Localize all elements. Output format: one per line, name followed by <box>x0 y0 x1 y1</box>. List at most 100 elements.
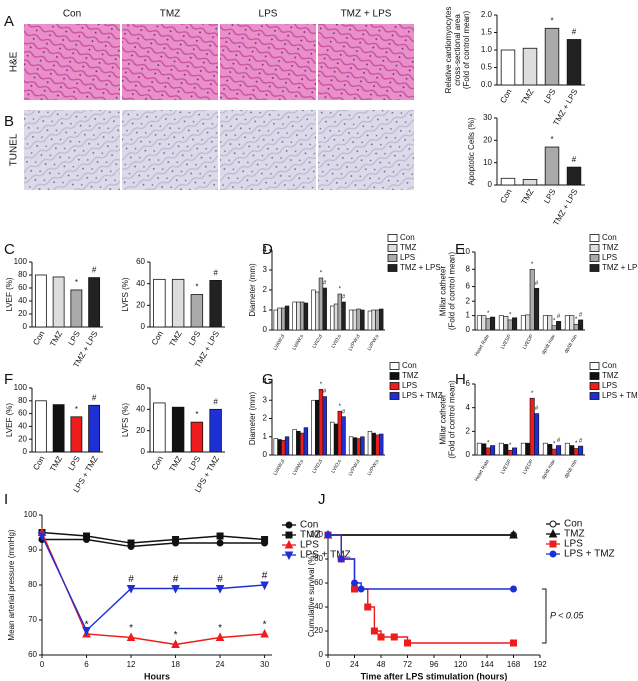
legend-swatch <box>389 392 400 400</box>
significance-mark: # <box>579 312 583 318</box>
marker <box>215 632 225 641</box>
bar <box>367 430 373 456</box>
y-axis-label: Millar catheter <box>439 266 448 317</box>
y-tick-label: 0 <box>141 447 146 456</box>
y-tick-label: 0 <box>466 325 471 334</box>
x-tick-label: LVID;d <box>311 333 324 349</box>
significance-mark: * <box>553 318 556 324</box>
marker <box>260 581 269 591</box>
row-label: H&E <box>9 51 20 72</box>
legend-swatch <box>589 362 600 370</box>
panel-label: H <box>455 371 466 388</box>
y-tick-label: 0 <box>141 322 146 331</box>
x-tick-label: LVPW;s <box>366 333 380 352</box>
marker <box>216 532 224 540</box>
significance-mark: # <box>557 438 561 444</box>
legend-label: TMZ <box>402 371 419 380</box>
bar <box>322 287 327 331</box>
legend-swatch <box>589 264 600 272</box>
y-tick-label: 60 <box>18 283 27 292</box>
y-tick-label: 40 <box>18 296 27 305</box>
y-tick-label: 4 <box>263 245 268 254</box>
marker <box>215 585 225 594</box>
annotation: P < 0.05 <box>550 610 584 620</box>
x-tick-label: TMZ <box>520 187 536 206</box>
legend-swatch <box>387 244 398 252</box>
bar <box>360 436 365 456</box>
legend-marker <box>549 550 557 558</box>
y-tick-label: 60 <box>28 650 37 659</box>
y-tick-label: 70 <box>28 615 37 624</box>
y-tick-label: 2 <box>263 414 268 423</box>
y-tick-label: 10 <box>483 158 492 167</box>
panel-label: J <box>318 491 326 508</box>
x-tick-label: Heart Rate <box>474 333 491 357</box>
y-tick-label: 20 <box>136 300 145 309</box>
x-tick-label: LVPW;d <box>347 458 361 477</box>
legend-label: LPS + TMZ <box>602 391 638 400</box>
legend-label: Con <box>602 361 617 370</box>
significance-mark: * <box>320 271 323 277</box>
y-tick-label: 2 <box>466 426 471 435</box>
y-tick-label: 80 <box>314 554 323 563</box>
legend-label: LPS <box>402 381 417 390</box>
x-tick-label: Con <box>31 330 46 347</box>
significance-mark: # <box>92 393 97 402</box>
x-tick-label: 12 <box>127 660 136 669</box>
significance-mark: * <box>174 630 178 641</box>
y-tick-label: 3 <box>263 395 268 404</box>
y-tick-label: 8 <box>466 264 471 273</box>
bar <box>337 410 342 456</box>
significance-mark: # <box>213 269 218 278</box>
y-tick-label: 100 <box>14 383 28 392</box>
marker <box>370 627 378 635</box>
significance-mark: * <box>75 278 78 287</box>
bar <box>512 447 518 456</box>
legend-swatch <box>589 372 600 380</box>
bar <box>277 439 282 456</box>
y-axis-label: (Fold of control mean) <box>462 11 471 90</box>
y-tick-label: 20 <box>483 135 492 144</box>
y-tick-label: 1.5 <box>481 28 493 37</box>
significance-mark: * <box>195 410 198 419</box>
significance-mark: * <box>550 135 553 144</box>
significance-mark: * <box>509 312 512 318</box>
y-axis-label: Apoptotic Cells (%) <box>467 117 476 185</box>
image <box>220 110 316 190</box>
significance-mark: * <box>550 16 553 25</box>
y-axis-label: (Fold of control mean) <box>448 252 457 331</box>
y-tick-label: 80 <box>28 580 37 589</box>
bar <box>534 287 540 331</box>
y-tick-label: 0 <box>23 322 28 331</box>
legend-swatch <box>389 362 400 370</box>
legend-label: LPS <box>602 381 617 390</box>
legend-swatch <box>389 372 400 380</box>
panel-label: D <box>262 241 273 258</box>
x-tick-label: Heart Rate <box>474 458 491 482</box>
x-tick-label: 24 <box>216 660 225 669</box>
bar <box>70 416 83 453</box>
bar <box>315 291 320 331</box>
bar <box>507 319 513 331</box>
legend-label: TMZ <box>400 243 417 252</box>
bar <box>284 436 290 456</box>
bar <box>556 445 562 456</box>
bar <box>190 294 204 328</box>
bar <box>34 400 47 453</box>
significance-mark: # <box>262 571 268 582</box>
bar <box>70 289 83 328</box>
legend-label: LPS + TMZ <box>402 391 443 400</box>
legend-label: TMZ <box>300 530 321 541</box>
significance-mark: * <box>531 391 534 397</box>
legend-swatch <box>589 392 600 400</box>
bar <box>284 305 290 331</box>
bar <box>525 442 531 456</box>
x-tick-label: Con <box>31 455 46 472</box>
y-tick-label: 40 <box>136 279 145 288</box>
image <box>24 110 120 190</box>
bar <box>281 307 286 331</box>
y-axis-label: Mean arterial pressure (mmHg) <box>7 529 16 640</box>
legend-marker <box>284 551 294 561</box>
bar <box>333 303 339 331</box>
y-tick-label: 90 <box>28 545 37 554</box>
